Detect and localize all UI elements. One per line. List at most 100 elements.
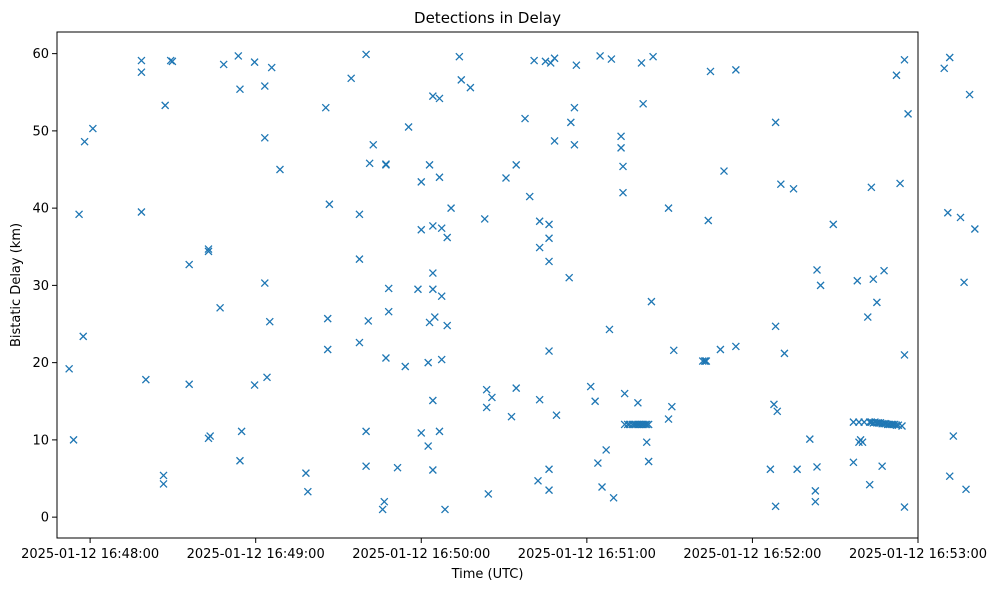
data-point	[633, 398, 642, 407]
data-point	[591, 397, 600, 406]
data-point	[570, 103, 579, 112]
data-point	[250, 58, 259, 67]
data-point	[811, 497, 820, 506]
data-point	[428, 92, 437, 101]
data-point	[535, 217, 544, 226]
data-point	[550, 136, 559, 145]
data-point	[424, 442, 433, 451]
data-markers	[65, 50, 979, 514]
x-tick-label: 2025-01-12 16:51:00	[518, 547, 656, 562]
data-point	[437, 292, 446, 301]
data-point	[647, 297, 656, 306]
data-point	[393, 463, 402, 472]
data-point	[545, 257, 553, 266]
data-point	[381, 160, 390, 169]
data-point	[773, 407, 782, 416]
data-point	[507, 412, 516, 421]
data-point	[447, 204, 456, 213]
x-tick-label: 2025-01-12 16:49:00	[187, 547, 325, 562]
data-point	[369, 140, 378, 149]
data-point	[586, 382, 595, 391]
data-point	[789, 184, 798, 193]
data-point	[323, 345, 332, 354]
data-point	[303, 487, 312, 496]
data-point	[949, 432, 958, 440]
data-point	[185, 260, 194, 269]
data-point	[185, 380, 194, 389]
data-point	[355, 255, 364, 264]
data-point	[813, 462, 821, 471]
data-point	[945, 472, 954, 481]
data-point	[642, 420, 651, 429]
data-point	[649, 52, 658, 61]
x-tick-label: 2025-01-12 16:48:00	[21, 547, 159, 562]
data-point	[234, 51, 243, 60]
data-point	[535, 243, 544, 252]
data-point	[865, 480, 874, 489]
data-point	[698, 357, 707, 366]
data-point	[480, 214, 489, 223]
data-point	[771, 322, 780, 331]
data-point	[521, 114, 529, 123]
data-point	[428, 285, 437, 294]
data-point	[530, 56, 539, 65]
data-point	[265, 317, 274, 326]
chart-title: Detections in Delay	[414, 9, 561, 27]
data-point	[384, 307, 393, 316]
data-point	[141, 375, 150, 384]
data-point	[384, 284, 393, 293]
data-point	[962, 485, 970, 494]
data-point	[380, 497, 389, 506]
data-point	[159, 479, 168, 488]
data-point	[617, 143, 626, 152]
data-point	[301, 469, 310, 478]
data-point	[863, 313, 872, 322]
data-point	[75, 210, 84, 219]
data-point	[644, 457, 653, 466]
data-point	[381, 354, 390, 362]
data-point	[766, 465, 775, 474]
data-point	[428, 269, 437, 277]
data-point	[900, 503, 909, 512]
data-point	[267, 63, 276, 72]
data-point	[602, 445, 611, 454]
plot-area-frame	[56, 31, 919, 539]
data-point	[642, 438, 651, 447]
data-point	[545, 347, 553, 356]
x-tick-label: 2025-01-12 16:52:00	[683, 547, 821, 562]
data-point	[365, 159, 374, 168]
data-point	[455, 52, 464, 61]
data-point	[355, 210, 364, 219]
data-point	[137, 68, 146, 77]
data-point	[437, 224, 446, 233]
data-point	[276, 165, 284, 174]
data-point	[435, 173, 444, 182]
data-point	[620, 389, 629, 398]
data-point	[355, 338, 364, 347]
data-point	[236, 456, 244, 465]
data-point	[512, 384, 521, 393]
data-point	[545, 220, 553, 229]
data-point	[552, 411, 561, 420]
data-point	[943, 208, 952, 217]
data-point	[945, 53, 954, 62]
data-point	[702, 357, 711, 366]
data-point	[904, 109, 913, 118]
x-tick-label: 2025-01-12 16:50:00	[352, 547, 490, 562]
y-axis-label: Bistatic Delay (km)	[9, 223, 24, 347]
data-point	[430, 313, 439, 322]
data-point	[609, 493, 618, 502]
data-point	[428, 466, 437, 474]
data-point	[161, 101, 170, 110]
data-point	[236, 85, 244, 94]
data-point	[664, 415, 673, 423]
data-point	[88, 124, 97, 133]
data-point	[805, 435, 814, 444]
data-point	[216, 303, 225, 312]
data-point	[378, 505, 387, 514]
data-point	[900, 55, 909, 64]
data-point	[776, 180, 785, 189]
data-point	[816, 281, 825, 290]
data-point	[869, 275, 878, 284]
